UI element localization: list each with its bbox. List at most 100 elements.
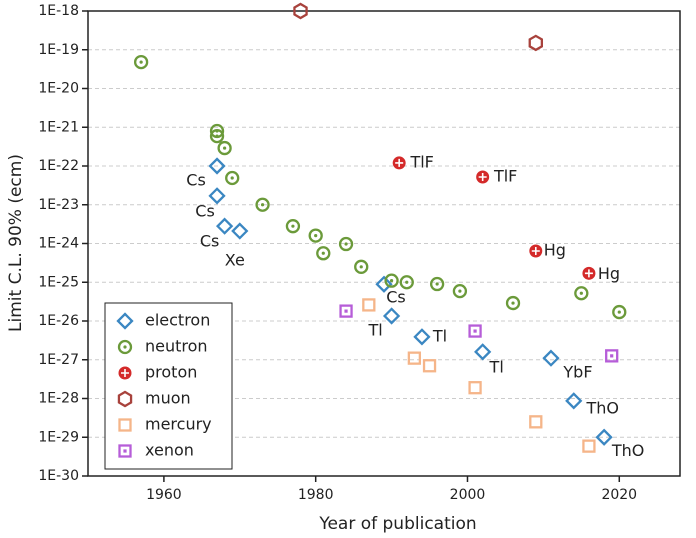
dot xyxy=(344,309,348,313)
point-label: Tl xyxy=(432,326,447,345)
point xyxy=(117,390,133,408)
point xyxy=(468,324,482,338)
point xyxy=(225,170,240,186)
point-label: Cs xyxy=(195,201,215,220)
hexagon xyxy=(117,390,133,408)
point xyxy=(375,275,393,293)
point xyxy=(582,439,596,453)
y-tick-label: 1E-20 xyxy=(38,81,79,97)
legend-label: proton xyxy=(145,363,197,382)
point xyxy=(429,276,445,292)
point xyxy=(595,428,613,446)
legend-label: neutron xyxy=(145,337,208,356)
point xyxy=(215,217,234,235)
circle xyxy=(225,170,240,186)
point xyxy=(582,266,596,280)
y-tick-label: 1E-22 xyxy=(38,158,79,174)
x-axis-label: Year of publication xyxy=(318,514,476,534)
dot xyxy=(139,60,143,64)
y-tick-label: 1E-28 xyxy=(38,391,79,407)
point xyxy=(392,156,406,170)
dot xyxy=(579,291,583,295)
circle xyxy=(217,140,232,156)
point-label: ThO xyxy=(611,441,645,460)
dot xyxy=(123,345,127,349)
legend-label: electron xyxy=(145,311,210,330)
square xyxy=(529,415,543,429)
point xyxy=(308,228,323,243)
circle xyxy=(117,339,133,355)
diamond xyxy=(565,392,583,410)
dot xyxy=(359,265,363,269)
dot xyxy=(458,289,462,293)
point xyxy=(612,304,627,320)
diamond xyxy=(116,312,134,330)
dot xyxy=(291,224,295,228)
plus xyxy=(395,158,404,167)
point-label: Xe xyxy=(225,251,245,270)
point xyxy=(285,219,301,234)
point xyxy=(118,444,132,458)
hexagon xyxy=(528,34,544,52)
point xyxy=(605,349,619,363)
dot xyxy=(617,310,621,314)
point-label: TlF xyxy=(409,152,433,171)
point xyxy=(382,307,401,325)
dot xyxy=(123,449,127,453)
diamond xyxy=(375,275,393,293)
circle xyxy=(308,228,323,243)
point xyxy=(208,187,226,205)
diamond xyxy=(215,217,234,235)
point-label: Tl xyxy=(489,357,504,376)
y-tick-label: 1E-29 xyxy=(38,429,79,445)
circle xyxy=(338,236,354,252)
point xyxy=(384,273,399,288)
square xyxy=(422,359,437,373)
point xyxy=(529,415,543,429)
y-tick-label: 1E-18 xyxy=(38,3,79,19)
square xyxy=(362,298,376,312)
dot xyxy=(215,134,219,138)
point xyxy=(255,197,270,212)
plot-frame xyxy=(87,10,681,477)
plus xyxy=(531,247,540,256)
point xyxy=(316,246,331,261)
circle xyxy=(316,246,331,261)
hexagon xyxy=(293,2,308,20)
circle xyxy=(399,275,414,290)
x-tick-label: 1960 xyxy=(146,487,182,503)
dot xyxy=(344,242,348,246)
point xyxy=(399,275,414,290)
point-label: Cs xyxy=(186,171,206,190)
point xyxy=(452,283,468,299)
y-tick-label: 1E-30 xyxy=(38,468,79,484)
point xyxy=(208,157,226,175)
point xyxy=(117,339,133,355)
diamond xyxy=(382,307,401,325)
point xyxy=(476,170,490,184)
point xyxy=(354,259,369,274)
circle xyxy=(285,219,301,234)
point-label: ThO xyxy=(585,398,619,417)
circle xyxy=(452,283,468,299)
diamond xyxy=(474,343,492,361)
x-tick-label: 2020 xyxy=(601,487,637,503)
diamond xyxy=(595,428,613,446)
point-label: Cs xyxy=(386,288,406,307)
y-tick-label: 1E-23 xyxy=(38,197,79,213)
square xyxy=(582,439,596,453)
dot xyxy=(473,329,477,333)
legend-box xyxy=(104,302,233,470)
dot xyxy=(389,279,394,283)
x-tick-label: 2000 xyxy=(450,487,486,503)
plus xyxy=(584,269,593,278)
dot xyxy=(610,354,614,358)
point xyxy=(362,298,376,312)
point-label: TlF xyxy=(493,167,517,186)
y-tick-label: 1E-27 xyxy=(38,352,79,368)
point xyxy=(339,304,353,318)
square xyxy=(118,444,132,458)
square xyxy=(339,304,353,318)
y-tick-label: 1E-21 xyxy=(38,119,79,135)
dot xyxy=(405,280,409,284)
